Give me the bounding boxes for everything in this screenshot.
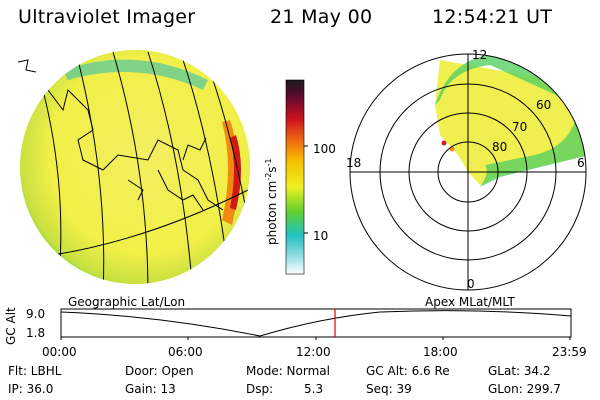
info-gain: Gain: 13: [125, 382, 176, 396]
coastline-fragment: [17, 59, 37, 73]
orbit-y-axis-label: GC Alt: [4, 307, 18, 345]
mlt-label-18: 18: [346, 156, 362, 170]
orbit-x-tick-3: 18:00: [423, 345, 458, 359]
lat-label-60: 60: [536, 98, 552, 112]
info-seq: Seq: 39: [366, 382, 412, 396]
mlt-label-0: 0: [467, 277, 475, 291]
orbit-x-tick-2: 12:00: [296, 345, 331, 359]
info-ip: IP: 36.0: [8, 382, 54, 396]
orbit-y-tick-low: 1.8: [26, 326, 46, 340]
info-dsp-label: Dsp:: [246, 382, 274, 396]
orbit-left-title: Geographic Lat/Lon: [68, 295, 186, 309]
colorbar-tick-100: 100: [313, 142, 336, 156]
limb-glow: [63, 59, 208, 90]
date-label: 21 May 00: [270, 6, 373, 28]
orbit-right-title: Apex MLat/MLT: [425, 295, 515, 309]
instrument-title: Ultraviolet Imager: [18, 6, 196, 28]
orbit-x-tick-4: 23:59: [552, 345, 587, 359]
orbit-x-tick-0: 00:00: [42, 345, 77, 359]
orbit-altitude-plot: [60, 308, 572, 340]
polar-magnetic-plot: [349, 53, 587, 291]
lat-label-80: 80: [492, 140, 508, 154]
info-filter: Flt: LBHL: [8, 364, 62, 378]
mlt-label-12: 12: [472, 48, 488, 62]
time-label: 12:54:21 UT: [432, 6, 553, 28]
info-glon: GLon: 299.7: [488, 382, 561, 396]
info-dsp-value: 5.3: [304, 382, 324, 396]
info-door: Door: Open: [125, 364, 194, 378]
geographic-earth-image: [17, 50, 250, 284]
info-mode: Mode: Normal: [246, 364, 330, 378]
mlt-label-6: 6: [577, 156, 585, 170]
emission-spot-red: [441, 140, 447, 146]
orbit-y-tick-high: 9.0: [26, 307, 46, 321]
orbit-altitude-curve: [60, 310, 572, 337]
colorbar-axis-label: photon cm-2s-1: [264, 158, 279, 245]
earth-disk: [20, 50, 250, 284]
info-gc-alt: GC Alt: 6.6 Re: [366, 364, 450, 378]
intensity-colorbar: [285, 79, 308, 275]
lat-label-70: 70: [512, 120, 528, 134]
info-glat: GLat: 34.2: [488, 364, 551, 378]
colorbar-tick-10: 10: [313, 229, 329, 243]
orbit-x-tick-1: 06:00: [168, 345, 203, 359]
colorbar-scale: [285, 79, 305, 275]
dayside-emission-core: [230, 135, 241, 210]
